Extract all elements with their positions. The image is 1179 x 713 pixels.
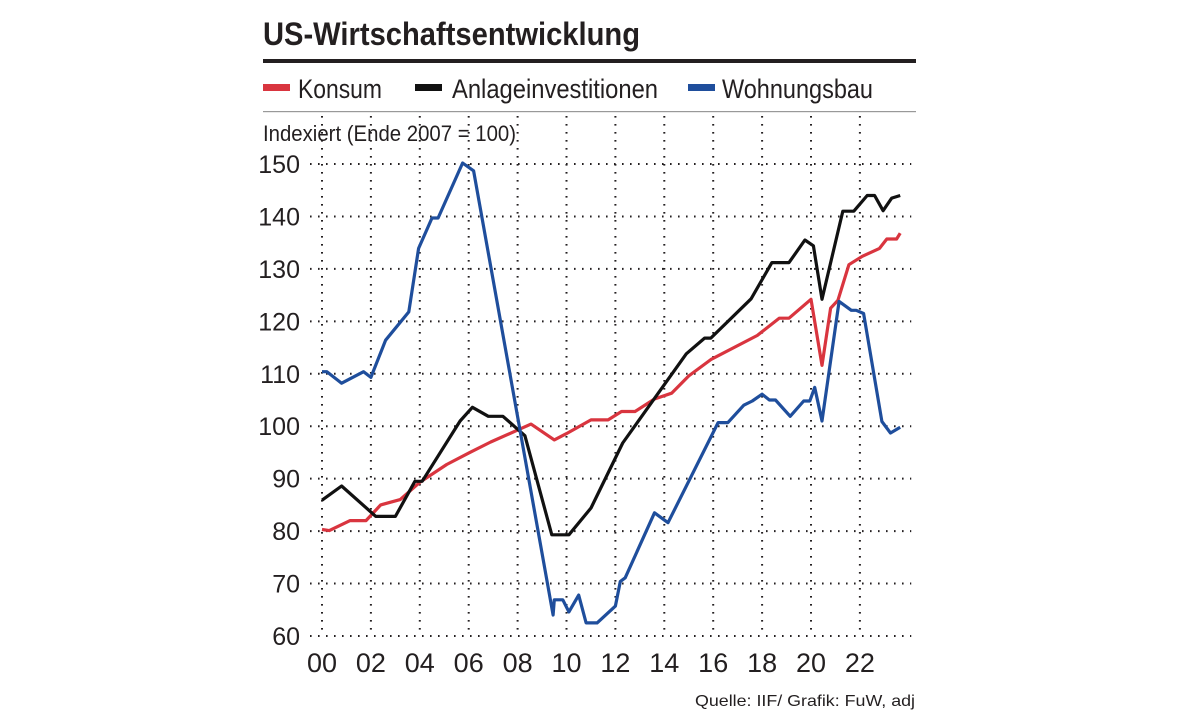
x-tick-label: 02 (356, 648, 386, 678)
series-line-anlageinvestitionen (321, 193, 901, 537)
legend-swatch (688, 84, 715, 91)
x-tick-label: 04 (405, 648, 435, 678)
legend-swatch (263, 84, 290, 91)
y-tick-label: 70 (272, 571, 300, 599)
x-tick-label: 20 (796, 648, 826, 678)
y-tick-label: 130 (258, 256, 300, 284)
title-rule (263, 59, 916, 63)
x-tick-label: 12 (600, 648, 630, 678)
y-tick-label: 150 (258, 151, 300, 179)
y-tick-label: 120 (258, 308, 300, 336)
chart-title: US-Wirtschaftsentwicklung (263, 16, 640, 52)
series-line-wohnungsbau (322, 161, 902, 625)
y-tick-label: 110 (260, 361, 300, 389)
legend: Konsum Anlageinvestitionen Wohnungsbau (263, 74, 873, 104)
y-tick-label: 140 (258, 203, 300, 231)
y-axis: 60 70 80 90 100 110 120 130 140 150 (258, 151, 300, 651)
x-tick-label: 18 (747, 648, 777, 678)
grid (310, 116, 912, 637)
x-axis: 00 02 04 06 08 10 12 14 16 18 20 22 (307, 648, 875, 678)
legend-swatch (415, 84, 442, 91)
legend-rule (263, 111, 916, 113)
x-tick-label: 16 (698, 648, 728, 678)
y-tick-label: 100 (258, 413, 300, 441)
y-tick-label: 90 (272, 466, 300, 494)
y-axis-label: Indexiert (Ende 2007 = 100) (263, 121, 516, 146)
x-tick-label: 00 (307, 648, 337, 678)
series-line-konsum (321, 232, 902, 533)
legend-label: Konsum (298, 74, 382, 104)
legend-label: Anlageinvestitionen (452, 74, 658, 104)
series-lines (321, 161, 902, 625)
legend-label: Wohnungsbau (722, 74, 873, 104)
y-tick-label: 80 (272, 518, 300, 546)
x-tick-label: 08 (503, 648, 533, 678)
y-tick-label: 60 (272, 623, 300, 651)
x-tick-label: 14 (649, 648, 679, 678)
x-tick-label: 22 (845, 648, 875, 678)
x-tick-label: 06 (454, 648, 484, 678)
x-tick-label: 10 (551, 648, 581, 678)
source-note: Quelle: IIF/ Grafik: FuW, adj (695, 693, 915, 710)
